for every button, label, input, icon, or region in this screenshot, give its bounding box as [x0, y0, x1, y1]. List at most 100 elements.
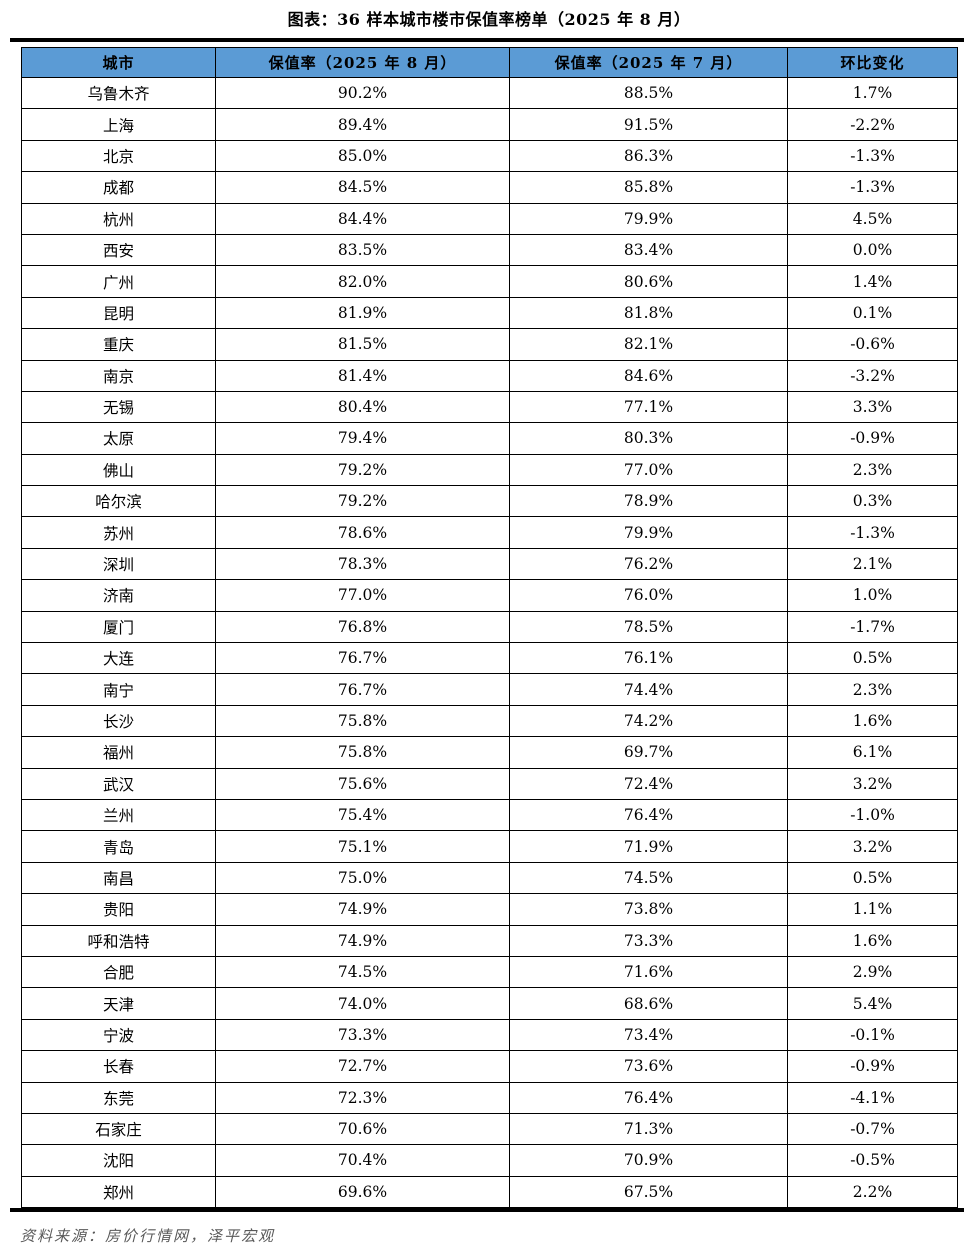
- mom-change-cell: -0.5%: [787, 1144, 958, 1177]
- rate-jul-cell: 74.5%: [509, 861, 788, 895]
- table-row: 佛山 79.2% 77.0% 2.3%: [21, 453, 958, 487]
- table-row: 宁波 73.3% 73.4% -0.1%: [21, 1018, 958, 1052]
- city-cell: 苏州: [21, 516, 216, 549]
- rate-aug-cell: 70.6%: [215, 1112, 510, 1146]
- mom-change-cell: 5.4%: [787, 987, 958, 1020]
- mom-change-cell: -0.7%: [787, 1112, 958, 1146]
- rate-jul-cell: 73.4%: [509, 1018, 788, 1052]
- retention-table: 城市 保值率（2025 年 8 月） 保值率（2025 年 7 月） 环比变化 …: [21, 47, 958, 1209]
- rate-aug-cell: 79.2%: [215, 453, 510, 487]
- rate-jul-cell: 72.4%: [509, 767, 788, 800]
- rate-jul-cell: 84.6%: [509, 359, 788, 392]
- rate-aug-cell: 75.8%: [215, 704, 510, 738]
- rate-aug-cell: 76.7%: [215, 642, 510, 675]
- city-cell: 太原: [21, 422, 216, 455]
- table-row: 昆明 81.9% 81.8% 0.1%: [21, 296, 958, 330]
- rate-jul-cell: 80.3%: [509, 422, 788, 455]
- table-row: 济南 77.0% 76.0% 1.0%: [21, 579, 958, 612]
- city-cell: 宁波: [21, 1018, 216, 1052]
- rate-aug-cell: 73.3%: [215, 1018, 510, 1052]
- table-row: 乌鲁木齐 90.2% 88.5% 1.7%: [21, 76, 958, 110]
- rate-jul-cell: 82.1%: [509, 328, 788, 361]
- table-row: 长沙 75.8% 74.2% 1.6%: [21, 704, 958, 738]
- rate-aug-cell: 84.5%: [215, 171, 510, 204]
- city-cell: 无锡: [21, 390, 216, 424]
- table-row: 厦门 76.8% 78.5% -1.7%: [21, 610, 958, 644]
- table-body: 乌鲁木齐 90.2% 88.5% 1.7% 上海 89.4% 91.5% -2.2% 北京 85.…: [21, 76, 958, 1209]
- rate-jul-cell: 74.2%: [509, 704, 788, 738]
- city-cell: 广州: [21, 265, 216, 298]
- rate-aug-cell: 75.8%: [215, 736, 510, 769]
- table-row: 沈阳 70.4% 70.9% -0.5%: [21, 1144, 958, 1177]
- city-cell: 郑州: [21, 1175, 216, 1209]
- rate-jul-cell: 69.7%: [509, 736, 788, 769]
- table-row: 合肥 74.5% 71.6% 2.9%: [21, 955, 958, 989]
- city-cell: 青岛: [21, 830, 216, 863]
- rate-aug-cell: 79.2%: [215, 485, 510, 518]
- city-cell: 沈阳: [21, 1144, 216, 1177]
- city-cell: 南京: [21, 359, 216, 392]
- header-row: 城市 保值率（2025 年 8 月） 保值率（2025 年 7 月） 环比变化: [21, 47, 958, 78]
- rate-aug-cell: 75.4%: [215, 798, 510, 832]
- column-header-rate-aug: 保值率（2025 年 8 月）: [215, 47, 510, 78]
- mom-change-cell: -2.2%: [787, 108, 958, 141]
- rate-jul-cell: 74.4%: [509, 673, 788, 706]
- mom-change-cell: 1.4%: [787, 265, 958, 298]
- city-cell: 南宁: [21, 673, 216, 706]
- city-cell: 东莞: [21, 1081, 216, 1114]
- rate-jul-cell: 71.6%: [509, 955, 788, 989]
- city-cell: 重庆: [21, 328, 216, 361]
- rate-aug-cell: 81.4%: [215, 359, 510, 392]
- rate-jul-cell: 76.4%: [509, 798, 788, 832]
- table-row: 长春 72.7% 73.6% -0.9%: [21, 1050, 958, 1083]
- table-row: 杭州 84.4% 79.9% 4.5%: [21, 202, 958, 235]
- rate-aug-cell: 74.0%: [215, 987, 510, 1020]
- mom-change-cell: 1.0%: [787, 579, 958, 612]
- mom-change-cell: -1.0%: [787, 798, 958, 832]
- top-rule: [10, 38, 964, 42]
- table-row: 哈尔滨 79.2% 78.9% 0.3%: [21, 485, 958, 518]
- table-row: 广州 82.0% 80.6% 1.4%: [21, 265, 958, 298]
- table-row: 南昌 75.0% 74.5% 0.5%: [21, 861, 958, 895]
- rate-jul-cell: 77.0%: [509, 453, 788, 487]
- rate-aug-cell: 74.9%: [215, 893, 510, 926]
- city-cell: 乌鲁木齐: [21, 76, 216, 110]
- mom-change-cell: 0.0%: [787, 233, 958, 267]
- mom-change-cell: -1.3%: [787, 139, 958, 173]
- rate-jul-cell: 76.1%: [509, 642, 788, 675]
- rate-aug-cell: 76.8%: [215, 610, 510, 644]
- mom-change-cell: -0.9%: [787, 1050, 958, 1083]
- city-cell: 南昌: [21, 861, 216, 895]
- mom-change-cell: 1.6%: [787, 924, 958, 957]
- mom-change-cell: 2.3%: [787, 453, 958, 487]
- rate-aug-cell: 84.4%: [215, 202, 510, 235]
- table-row: 福州 75.8% 69.7% 6.1%: [21, 736, 958, 769]
- table-row: 东莞 72.3% 76.4% -4.1%: [21, 1081, 958, 1114]
- mom-change-cell: 2.3%: [787, 673, 958, 706]
- table-row: 上海 89.4% 91.5% -2.2%: [21, 108, 958, 141]
- rate-aug-cell: 75.1%: [215, 830, 510, 863]
- table-row: 无锡 80.4% 77.1% 3.3%: [21, 390, 958, 424]
- rate-aug-cell: 74.9%: [215, 924, 510, 957]
- table-row: 武汉 75.6% 72.4% 3.2%: [21, 767, 958, 800]
- table-row: 苏州 78.6% 79.9% -1.3%: [21, 516, 958, 549]
- mom-change-cell: 6.1%: [787, 736, 958, 769]
- city-cell: 上海: [21, 108, 216, 141]
- table-row: 南京 81.4% 84.6% -3.2%: [21, 359, 958, 392]
- mom-change-cell: 3.2%: [787, 830, 958, 863]
- table-row: 重庆 81.5% 82.1% -0.6%: [21, 328, 958, 361]
- table-row: 深圳 78.3% 76.2% 2.1%: [21, 547, 958, 581]
- rate-aug-cell: 85.0%: [215, 139, 510, 173]
- rate-jul-cell: 79.9%: [509, 202, 788, 235]
- rate-aug-cell: 77.0%: [215, 579, 510, 612]
- table-row: 石家庄 70.6% 71.3% -0.7%: [21, 1112, 958, 1146]
- mom-change-cell: -1.7%: [787, 610, 958, 644]
- rate-jul-cell: 68.6%: [509, 987, 788, 1020]
- rate-jul-cell: 73.6%: [509, 1050, 788, 1083]
- rate-jul-cell: 76.0%: [509, 579, 788, 612]
- table-row: 青岛 75.1% 71.9% 3.2%: [21, 830, 958, 863]
- mom-change-cell: 0.5%: [787, 642, 958, 675]
- rate-aug-cell: 70.4%: [215, 1144, 510, 1177]
- rate-aug-cell: 78.6%: [215, 516, 510, 549]
- city-cell: 厦门: [21, 610, 216, 644]
